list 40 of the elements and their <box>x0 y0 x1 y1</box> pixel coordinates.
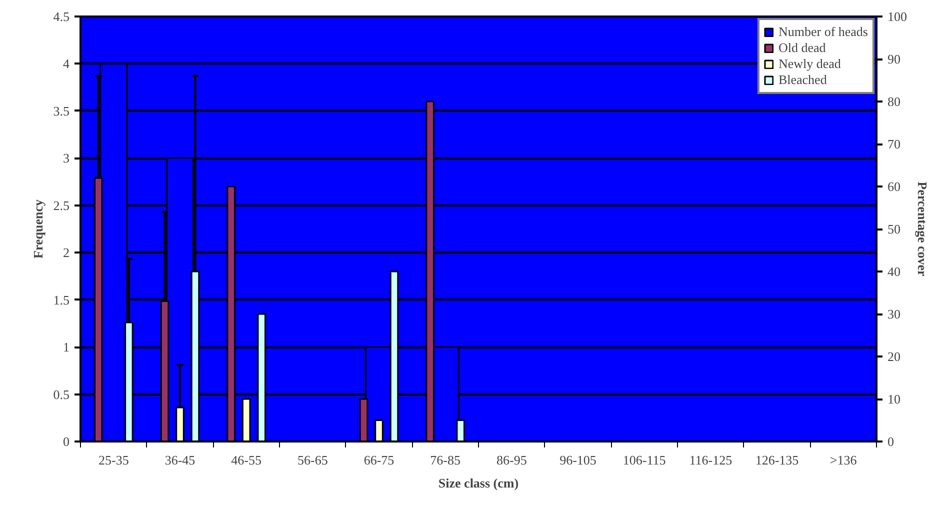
x-tick-label: 86-95 <box>496 452 527 468</box>
y-tick-label: 0 <box>63 434 70 449</box>
y2-axis-title: Percentage cover <box>915 182 930 277</box>
x-tick-label: 76-85 <box>430 452 461 468</box>
y2-tick-label: 30 <box>888 306 900 322</box>
y2-tick-label: 80 <box>888 94 900 109</box>
y2-tick-label: 20 <box>888 349 900 364</box>
legend-label: Number of heads <box>778 24 868 40</box>
y-tick-label: 2.5 <box>53 198 70 213</box>
x-tick-label: 96-105 <box>560 452 596 468</box>
y-axis-title: Frequency <box>30 199 46 258</box>
x-tick-label: 106-115 <box>622 452 666 468</box>
legend-label: Newly dead <box>778 56 841 72</box>
y2-tick-label: 70 <box>888 136 900 152</box>
y2-tick-label: 100 <box>888 9 907 24</box>
y2-tick-label: 60 <box>888 179 900 194</box>
x-tick-label: 56-65 <box>298 452 328 468</box>
y-tick-label: 4 <box>63 56 70 72</box>
y-tick-label: 0.5 <box>53 386 70 402</box>
x-tick-label: >136 <box>830 452 858 468</box>
y-tick-label: 4.5 <box>53 9 70 24</box>
y2-tick-label: 50 <box>888 222 900 236</box>
x-tick-label: 66-75 <box>364 452 394 468</box>
x-tick-label: 116-125 <box>689 452 732 468</box>
y2-tick-label: 10 <box>888 392 900 406</box>
y-tick-label: 1 <box>63 340 70 355</box>
y-tick-label: 2 <box>63 245 70 260</box>
y2-tick-label: 40 <box>888 264 900 279</box>
y-tick-label: 3.5 <box>53 103 70 118</box>
legend-label: Bleached <box>778 72 827 88</box>
y2-tick-label: 0 <box>888 434 894 449</box>
y-tick-label: 3 <box>63 150 70 166</box>
legend-label: Old dead <box>778 40 826 56</box>
x-tick-label: 25-35 <box>98 452 129 468</box>
y2-tick-label: 90 <box>888 52 900 66</box>
x-tick-label: 46-55 <box>231 452 262 468</box>
x-tick-label: 36-45 <box>164 452 196 468</box>
y-tick-label: 1.5 <box>53 292 70 308</box>
x-tick-label: 126-135 <box>755 452 799 468</box>
x-axis-title: Size class (cm) <box>438 476 519 490</box>
